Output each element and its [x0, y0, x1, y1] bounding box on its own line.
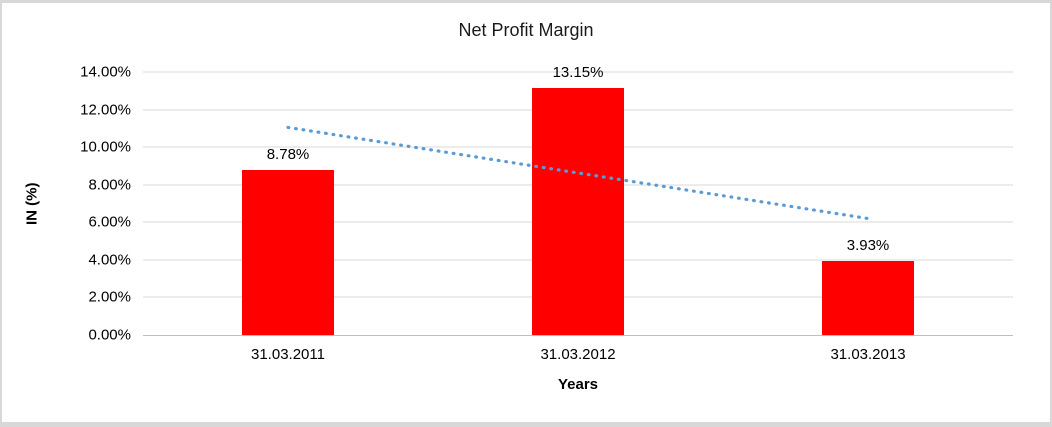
x-tick-label: 31.03.2013 [830, 346, 906, 363]
y-tick-label: 4.00% [88, 251, 131, 269]
data-label: 8.78% [266, 146, 310, 164]
data-label: 3.93% [846, 237, 890, 255]
y-tick-label: 14.00% [80, 63, 131, 81]
chart-title: Net Profit Margin [458, 20, 594, 40]
y-tick-label: 10.00% [80, 138, 131, 156]
y-tick-label: 2.00% [88, 288, 131, 306]
y-tick-label: 6.00% [88, 213, 131, 231]
gridline [143, 71, 1013, 73]
x-axis-title: Years [557, 376, 599, 393]
data-label: 13.15% [552, 63, 604, 81]
bar-2013[interactable] [822, 261, 914, 335]
plot-area: 8.78% 13.15% 3.93% [143, 64, 1013, 336]
y-tick-label: 12.00% [80, 101, 131, 119]
x-tick-label: 31.03.2011 [251, 346, 325, 363]
bar-2011[interactable] [241, 170, 334, 335]
x-axis: 31.03.2011 31.03.2012 31.03.2013 [143, 346, 1013, 366]
y-axis: 0.00% 2.00% 4.00% 6.00% 8.00% 10.00% 12.… [2, 65, 131, 343]
bar-2012[interactable] [532, 87, 624, 335]
y-tick-label: 0.00% [88, 326, 131, 344]
y-tick-label: 8.00% [88, 176, 131, 194]
x-tick-label: 31.03.2012 [540, 346, 616, 363]
x-axis-line [143, 335, 1013, 336]
